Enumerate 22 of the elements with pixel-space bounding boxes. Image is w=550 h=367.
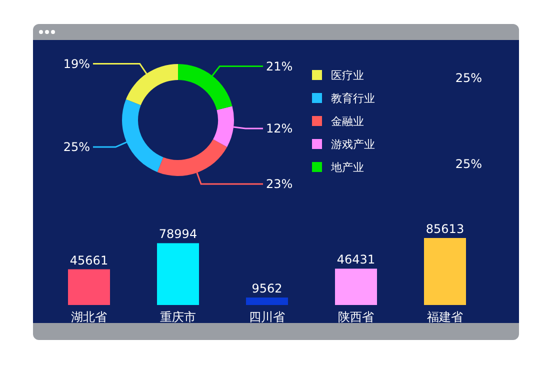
data-label: 21% xyxy=(266,59,293,74)
legend-label: 游戏产业 xyxy=(331,138,375,151)
data-label: 9562 xyxy=(252,282,282,296)
legend-label: 金融业 xyxy=(331,115,364,128)
data-label: 85613 xyxy=(426,222,464,236)
data-label: 25% xyxy=(63,140,90,154)
legend-label: 地产业 xyxy=(330,161,364,174)
x-tick-label: 陕西省 xyxy=(338,310,374,324)
x-tick-label: 湖北省 xyxy=(71,310,107,324)
x-tick-label: 四川省 xyxy=(249,310,285,324)
data-label: 12% xyxy=(266,122,293,136)
text: 25% xyxy=(455,71,482,85)
text: 25% xyxy=(455,157,482,171)
data-label: 19% xyxy=(63,56,90,71)
data-label: 23% xyxy=(266,176,293,191)
data-label: 45661 xyxy=(70,253,108,268)
legend-label: 教育行业 xyxy=(331,92,375,105)
x-tick-label: 重庆市 xyxy=(160,310,196,324)
data-label: 46431 xyxy=(336,252,376,267)
x-tick-label: 福建省 xyxy=(427,310,463,324)
legend-label: 医疗业 xyxy=(331,69,364,82)
data-label: 78994 xyxy=(158,227,198,242)
